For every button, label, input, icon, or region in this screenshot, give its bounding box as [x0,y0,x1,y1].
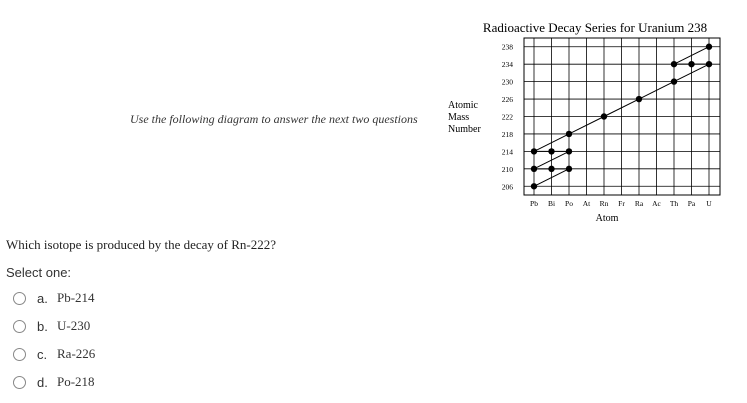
y-tick-label: 218 [502,130,514,139]
option-text: Po-218 [57,374,95,389]
isotope-point [565,148,573,155]
radio-button[interactable] [13,347,26,361]
diagram: Radioactive Decay Series for Uranium 238… [448,20,721,224]
question: Which isotope is produced by the decay o… [6,237,277,252]
x-tick-label: Ac [652,199,661,208]
isotope-point [635,95,643,103]
y-tick-label: 210 [502,165,514,174]
y-axis-label: Number [448,124,481,135]
y-tick-label: 226 [502,95,514,104]
isotope-point [688,60,695,68]
option-letter: b. [37,318,48,334]
y-axis-label: Atomic [448,100,479,111]
y-tick-label: 206 [502,182,514,191]
radio-button[interactable] [13,375,26,389]
isotope-point [705,60,713,68]
radio-button[interactable] [13,319,26,333]
option-text: Ra-226 [57,346,96,361]
y-axis-label: Mass [448,112,469,123]
option[interactable]: d. Po-218 [13,374,95,390]
x-tick-label: Ra [635,199,644,208]
isotope-point [548,165,555,173]
y-tick-label: 222 [502,113,514,122]
isotope-point [600,113,608,120]
option[interactable]: c. Ra-226 [13,346,95,362]
prompt: Select one: [6,265,72,280]
x-tick-label: Bi [548,199,555,208]
isotope-point [530,165,538,173]
x-axis-label: Atom [596,213,619,224]
isotope-point [670,60,678,68]
x-tick-label: Rn [600,199,609,208]
x-tick-label: Fr [618,199,625,208]
option[interactable]: b. U-230 [13,318,90,334]
y-tick-label: 214 [502,147,514,156]
x-tick-label: Pa [688,199,696,208]
option-letter: a. [37,290,48,306]
y-tick-label: 238 [502,43,514,52]
isotope-point [670,78,678,85]
option-letter: d. [37,374,48,390]
diagram-title: Radioactive Decay Series for Uranium 238 [483,20,707,35]
option-text: U-230 [57,318,91,333]
x-tick-label: At [583,199,591,208]
isotope-point [565,165,573,173]
option[interactable]: a. Pb-214 [13,290,95,306]
option-letter: c. [37,346,48,362]
isotope-point [530,183,538,190]
instruction: Use the following diagram to answer the … [130,112,418,126]
x-tick-label: Th [670,199,679,208]
isotope-point [548,148,555,155]
x-tick-label: Pb [530,199,538,208]
y-tick-label: 230 [502,78,514,87]
isotope-point [530,148,538,155]
x-tick-label: Po [565,199,573,208]
radio-button[interactable] [13,291,26,305]
isotope-point [705,43,713,50]
x-tick-label: U [706,199,712,208]
y-tick-label: 234 [502,60,514,69]
isotope-point [565,130,573,138]
option-text: Pb-214 [57,290,95,305]
